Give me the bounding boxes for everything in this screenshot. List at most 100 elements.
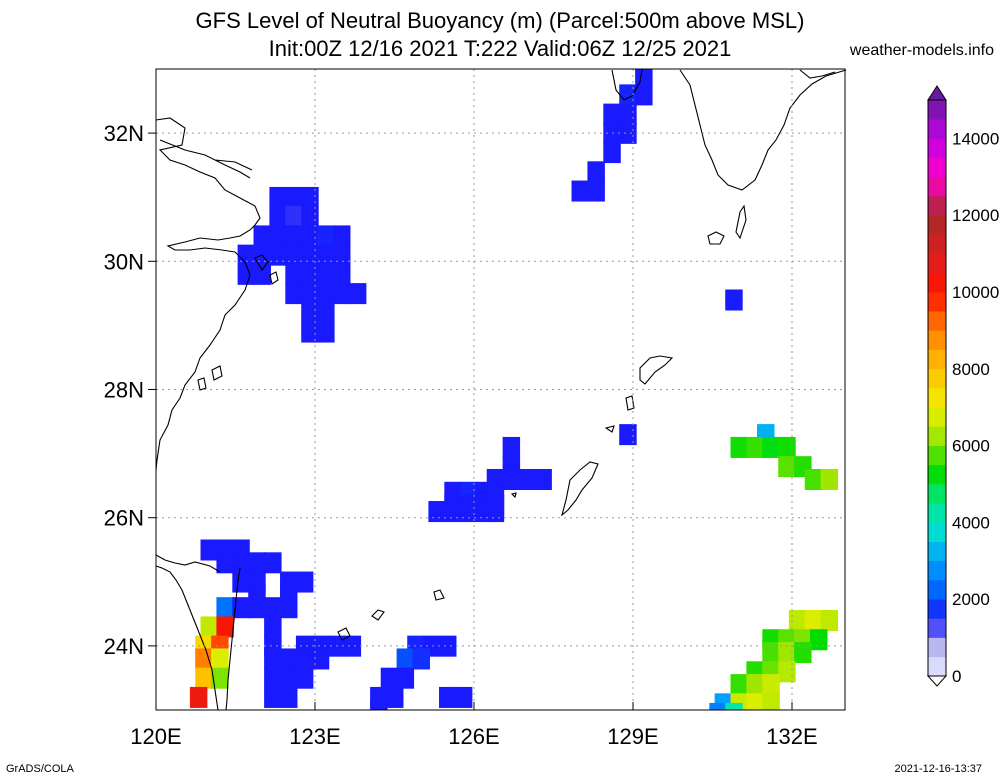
lnb-cell: [587, 180, 605, 202]
colorbar-segment: [928, 445, 946, 466]
lnb-cell: [317, 302, 335, 324]
lnb-cell: [820, 468, 839, 490]
lnb-cell: [333, 225, 351, 247]
island-ishigaki: [337, 627, 351, 641]
colorbar-segment: [928, 234, 946, 254]
x-tick-label: 126E: [448, 724, 499, 749]
colorbar-segment: [928, 560, 946, 581]
lnb-cell: [285, 186, 303, 208]
lnb-cell: [232, 571, 250, 593]
lnb-cell: [619, 424, 637, 446]
coastline-honshu: [799, 69, 836, 79]
lnb-cell: [301, 244, 319, 266]
lnb-cell: [635, 69, 653, 87]
lnb-cell: [211, 667, 229, 689]
lnb-cell: [762, 674, 780, 696]
x-axis: 120E 123E 126E 129E 132E: [130, 702, 818, 749]
colorbar-segment: [928, 253, 946, 274]
lnb-cell: [619, 103, 637, 125]
lnb-cell: [301, 321, 319, 343]
lnb-cell: [571, 180, 589, 202]
colorbar-label: 2000: [952, 590, 990, 609]
lnb-cell: [269, 225, 287, 247]
lnb-cell: [237, 244, 256, 266]
lnb-cell: [534, 468, 552, 490]
lnb-cell: [232, 597, 250, 619]
lnb-cell: [428, 501, 446, 523]
lnb-cell: [269, 186, 287, 208]
lnb-cells: [189, 69, 839, 711]
lnb-cell: [730, 436, 748, 458]
island-tanegashima: [735, 204, 747, 240]
lnb-cell: [502, 436, 521, 458]
lnb-cell: [619, 122, 637, 144]
lnb-cell: [746, 693, 764, 711]
coastlines: [155, 69, 847, 711]
lnb-cell: [460, 501, 478, 523]
lnb-cell: [301, 283, 319, 305]
lnb-cell: [317, 321, 335, 343]
lnb-cell: [285, 283, 303, 305]
island-kume: [510, 492, 517, 499]
y-tick-label: 26N: [104, 506, 144, 531]
lnb-cell: [280, 686, 298, 708]
island-okinawa: [561, 461, 599, 517]
lnb-cell: [386, 686, 404, 708]
lnb-cell: [486, 501, 505, 523]
colorbar: 0 2000 4000 6000 8000 10000 12000 14000: [926, 85, 999, 687]
lnb-cell: [216, 552, 234, 574]
colorbar-label: 6000: [952, 437, 990, 456]
colorbar-segment: [928, 541, 946, 562]
footer-timestamp: 2021-12-16-13:37: [894, 763, 982, 775]
lnb-cell: [603, 142, 621, 164]
colorbar-segment: [928, 100, 946, 120]
colorbar-segment: [928, 580, 946, 600]
colorbar-segment: [928, 618, 946, 638]
lnb-cell: [200, 616, 218, 638]
lnb-cell: [502, 468, 521, 490]
colorbar-segment: [928, 215, 946, 235]
colorbar-bottom-arrow: [926, 675, 948, 687]
lnb-cell: [280, 597, 298, 619]
lnb-cell: [778, 456, 796, 478]
lnb-cell: [253, 263, 271, 285]
x-tick-label: 120E: [130, 724, 181, 749]
lnb-cell: [295, 571, 314, 593]
lnb-cell: [762, 642, 780, 664]
lnb-cell: [343, 635, 362, 657]
lnb-cell: [762, 693, 780, 711]
y-tick-label: 32N: [104, 121, 144, 146]
colorbar-top-arrow: [927, 85, 947, 101]
lnb-cell: [348, 283, 367, 305]
lnb-cell: [396, 667, 415, 689]
colorbar-segment: [928, 311, 946, 331]
lnb-cell: [730, 674, 748, 696]
lnb-cell: [725, 702, 743, 711]
lnb-cell: [804, 610, 823, 632]
lnb-cell: [301, 263, 319, 285]
lnb-cell: [301, 206, 319, 228]
lnb-cell: [216, 616, 234, 638]
lnb-cell: [264, 648, 282, 670]
island-tokunoshima: [625, 395, 635, 411]
lnb-cell: [269, 244, 287, 266]
lnb-cell: [237, 263, 256, 285]
colorbar-segment: [928, 138, 946, 158]
colorbar-segment: [928, 292, 946, 312]
colorbar-segment: [928, 599, 946, 619]
lnb-cell: [762, 436, 780, 458]
lnb-cell: [820, 610, 839, 632]
coastline-china: [155, 117, 261, 471]
lnb-cell: [635, 84, 653, 106]
lnb-cell: [264, 597, 282, 619]
lnb-cell: [189, 686, 208, 708]
yangtze-estuary: [159, 139, 253, 179]
lnb-cell: [587, 161, 605, 183]
lnb-cell: [301, 186, 319, 208]
lnb-cell: [253, 225, 271, 247]
colorbar-label: 12000: [952, 206, 999, 225]
colorbar-segment: [928, 330, 946, 350]
x-tick-label: 132E: [766, 724, 817, 749]
lnb-cell: [746, 674, 764, 696]
lnb-cell: [285, 244, 303, 266]
